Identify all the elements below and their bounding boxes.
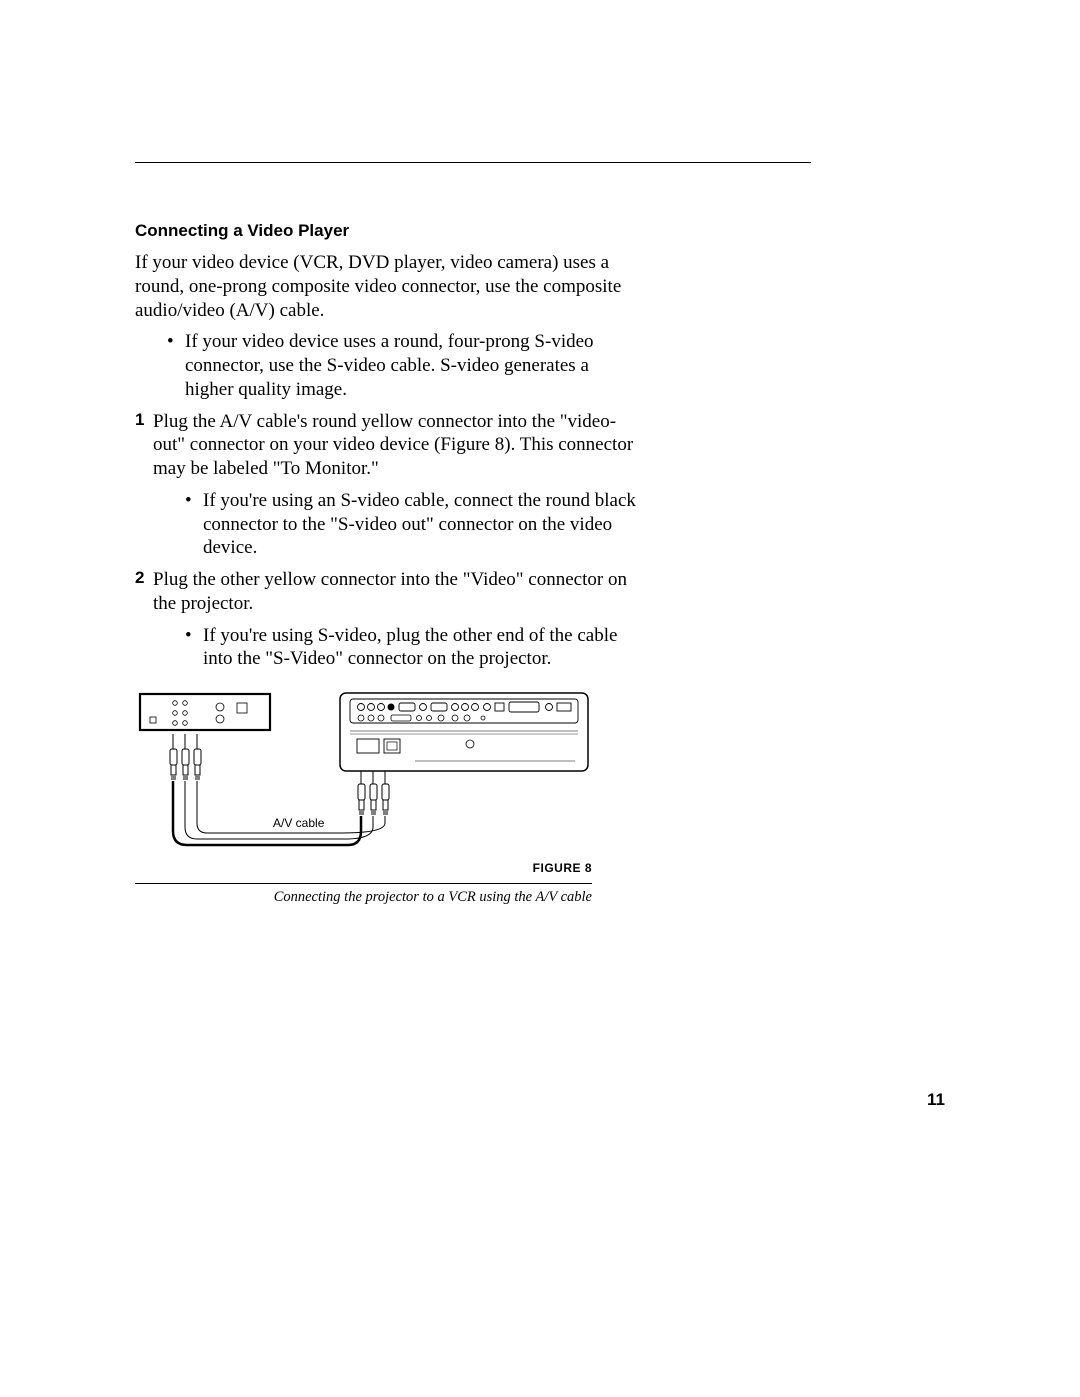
page-content: Connecting a Video Player If your video …: [135, 162, 811, 906]
figure-block: A/V cable FIGURE 8 Connecting the projec…: [135, 689, 592, 906]
step-1-bullet-list: If you're using an S-video cable, connec…: [185, 489, 811, 560]
numbered-steps: 1 Plug the A/V cable's round yellow conn…: [135, 410, 811, 672]
cable-label: A/V cable: [273, 816, 325, 830]
intro-bullet-list: If your video device uses a round, four-…: [167, 330, 811, 401]
figure-label-row: FIGURE 8: [135, 859, 592, 877]
figure-rule: [135, 883, 592, 884]
connection-diagram-icon: A/V cable: [135, 689, 592, 854]
step-2-bullet-list: If you're using S-video, plug the other …: [185, 624, 811, 672]
top-horizontal-rule: [135, 162, 811, 163]
intro-bullet-item: If your video device uses a round, four-…: [167, 330, 627, 401]
step-1: 1 Plug the A/V cable's round yellow conn…: [135, 410, 811, 561]
figure-caption: Connecting the projector to a VCR using …: [135, 889, 592, 906]
step-2-text: Plug the other yellow connector into the…: [153, 568, 638, 616]
step-1-text: Plug the A/V cable's round yellow connec…: [153, 410, 638, 481]
step-2-bullet-item: If you're using S-video, plug the other …: [185, 624, 645, 672]
page-number: 11: [927, 1090, 945, 1110]
step-2: 2 Plug the other yellow connector into t…: [135, 568, 811, 671]
step-1-number: 1: [135, 410, 144, 430]
step-2-number: 2: [135, 568, 144, 588]
section-title: Connecting a Video Player: [135, 221, 811, 241]
figure-label: FIGURE 8: [533, 861, 592, 875]
intro-paragraph: If your video device (VCR, DVD player, v…: [135, 251, 635, 322]
step-1-bullet-item: If you're using an S-video cable, connec…: [185, 489, 645, 560]
